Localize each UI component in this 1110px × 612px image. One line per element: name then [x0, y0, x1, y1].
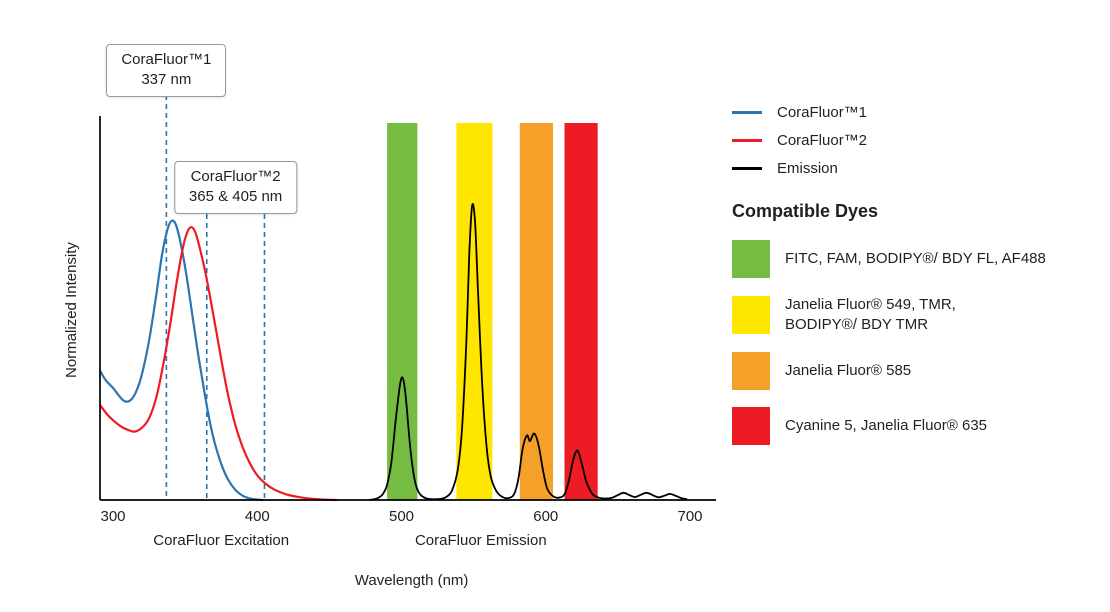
legend-label: Emission: [777, 160, 838, 177]
compatible-dyes-heading: Compatible Dyes: [732, 201, 879, 221]
spectra-chart: 300 400 500 600 700 CoraFluor Excitation CoraF…: [63, 86, 716, 589]
red-dye-swatch: [732, 406, 770, 445]
dye-band-3: [564, 123, 598, 500]
chart-text: 700: [677, 508, 702, 525]
callout-corafluor1: CoraFluor™1 337 nm: [106, 44, 227, 97]
green-dye-swatch: [732, 240, 770, 278]
chart-text: 600: [533, 508, 558, 525]
legend-item-corafluor2: CoraFluor™2: [732, 132, 1104, 149]
series-curve-0: [99, 219, 264, 502]
chart-text: 500: [389, 508, 414, 525]
callout-corafluor1-value: 337 nm: [141, 71, 192, 89]
chart-area: 300 400 500 600 700 CoraFluor Excitation CoraF…: [63, 44, 716, 589]
legend-label: CoraFluor™2: [777, 132, 868, 149]
chart-text: CoraFluor Excitation: [153, 532, 289, 549]
series-curve-2: [369, 203, 688, 501]
dye-band-0: [387, 123, 418, 500]
dye-item-yellow: Janelia Fluor® 549, TMR, BODIPY®/ BDY TM…: [732, 295, 1104, 335]
corafluor1-line-swatch: [732, 111, 762, 114]
callout-corafluor1-title: CoraFluor™1: [121, 51, 212, 68]
series-curve-1: [99, 226, 337, 502]
callout-corafluor2: CoraFluor™2 365 & 405 nm: [173, 161, 298, 214]
callout-corafluor2-value: 365 & 405 nm: [188, 188, 283, 206]
legend-item-emission: Emission: [732, 160, 1104, 177]
corafluor2-line-swatch: [732, 139, 762, 142]
chart-text: 300: [100, 508, 125, 525]
orange-dye-swatch: [732, 351, 770, 390]
callout-corafluor2-title: CoraFluor™2: [190, 168, 281, 185]
dye-label: Janelia Fluor® 549, TMR, BODIPY®/ BDY TM…: [785, 296, 956, 333]
dye-item-green: FITC, FAM, BODIPY®/ BDY FL, AF488: [732, 240, 1104, 278]
legend-item-corafluor1: CoraFluor™1: [732, 104, 1104, 121]
chart-text: Normalized Intensity: [63, 242, 80, 378]
dye-label: Cyanine 5, Janelia Fluor® 635: [785, 416, 988, 434]
yellow-dye-swatch: [732, 295, 770, 334]
chart-text: Wavelength (nm): [355, 572, 469, 589]
dye-item-orange: Janelia Fluor® 585: [732, 351, 1104, 390]
dye-label: FITC, FAM, BODIPY®/ BDY FL, AF488: [785, 250, 1046, 268]
dye-label: Janelia Fluor® 585: [785, 361, 912, 379]
legend: CoraFluor™1 CoraFluor™2 Emission Compati…: [732, 104, 1104, 462]
emission-line-swatch: [732, 167, 762, 170]
chart-text: 400: [245, 508, 270, 525]
legend-label: CoraFluor™1: [777, 104, 868, 121]
dye-item-red: Cyanine 5, Janelia Fluor® 635: [732, 406, 1104, 445]
dye-band-2: [519, 123, 553, 500]
chart-text: CoraFluor Emission: [415, 532, 547, 549]
